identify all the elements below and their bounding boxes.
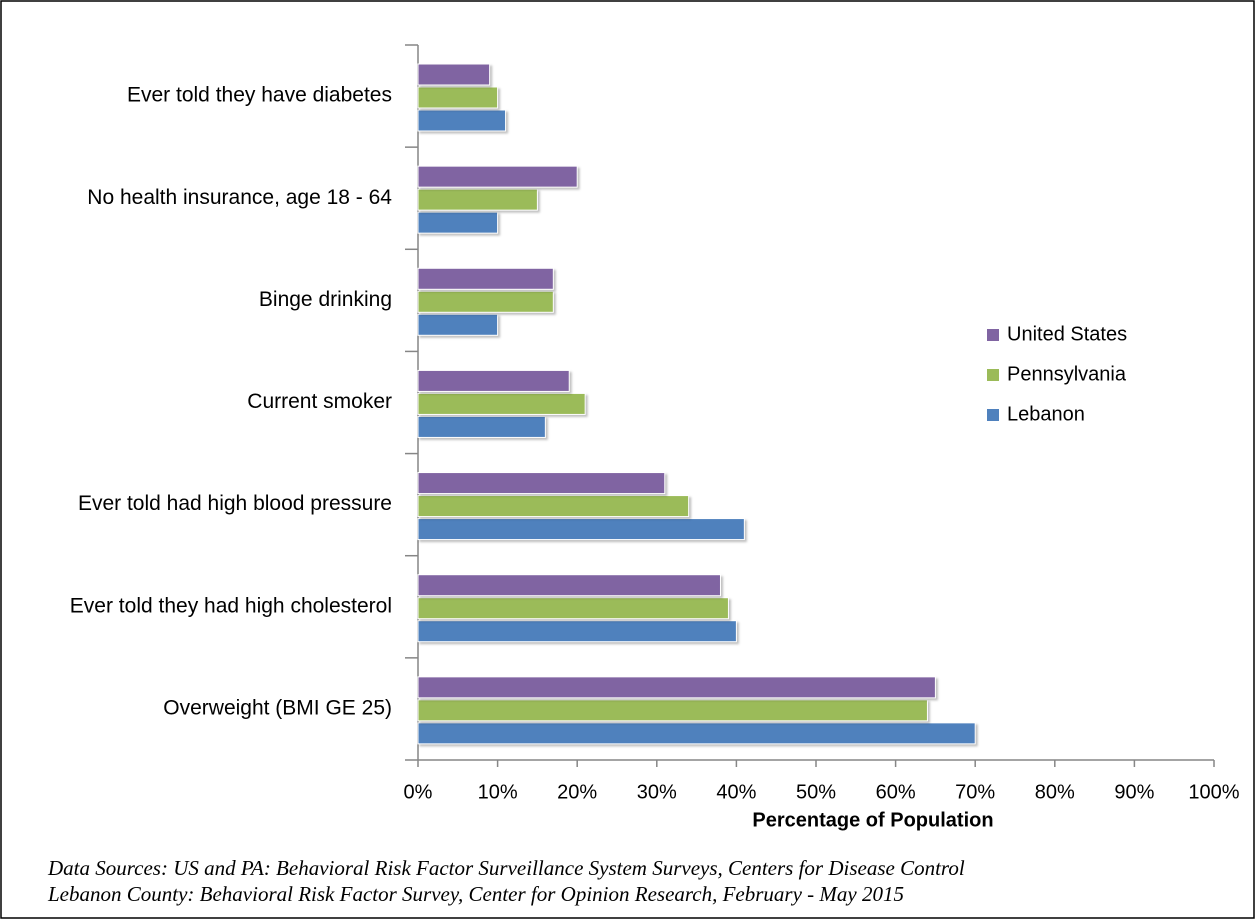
x-axis-title: Percentage of Population <box>752 809 993 831</box>
y-tick-label: Overweight (BMI GE 25) <box>163 696 392 719</box>
legend-label: United States <box>1007 323 1127 345</box>
x-tick-label: 100% <box>1188 781 1239 803</box>
legend-swatch <box>987 329 999 341</box>
bar <box>417 211 499 234</box>
bar <box>417 699 928 722</box>
bar <box>417 188 538 211</box>
x-tick-label: 0% <box>404 781 433 803</box>
x-tick-label: 70% <box>955 781 995 803</box>
bar <box>417 290 554 313</box>
bar <box>417 676 936 699</box>
bar <box>417 472 666 495</box>
x-tick-label: 40% <box>716 781 756 803</box>
x-tick-label: 20% <box>557 781 597 803</box>
bar <box>417 574 721 597</box>
y-tick-label: Ever told they had high cholesterol <box>70 594 392 617</box>
bar <box>417 620 737 643</box>
bar <box>417 63 491 86</box>
x-tick-label: 80% <box>1035 781 1075 803</box>
bar <box>417 415 546 438</box>
legend-label: Pennsylvania <box>1007 363 1127 385</box>
x-tick-label: 60% <box>876 781 916 803</box>
legend-swatch <box>987 409 999 421</box>
x-tick-label: 30% <box>637 781 677 803</box>
bar <box>417 518 745 541</box>
legend-label: Lebanon <box>1007 403 1085 425</box>
x-tick-label: 90% <box>1114 781 1154 803</box>
x-tick-label: 10% <box>478 781 518 803</box>
bar <box>417 267 554 290</box>
note: Data Sources: US and PA: Behavioral Risk… <box>47 856 965 880</box>
bar <box>417 597 729 620</box>
bar <box>417 165 578 188</box>
bar <box>417 722 976 745</box>
note: Lebanon County: Behavioral Risk Factor S… <box>47 882 904 906</box>
y-tick-label: No health insurance, age 18 - 64 <box>87 186 392 209</box>
y-tick-label: Current smoker <box>247 390 392 413</box>
legend-swatch <box>987 369 999 381</box>
bar <box>417 392 586 415</box>
x-tick-label: 50% <box>796 781 836 803</box>
y-tick-label: Binge drinking <box>259 288 392 311</box>
bar <box>417 109 507 132</box>
bar <box>417 369 570 392</box>
y-tick-label: Ever told they have diabetes <box>127 84 392 107</box>
bar <box>417 86 499 109</box>
bar <box>417 313 499 336</box>
y-tick-label: Ever told had high blood pressure <box>78 492 392 515</box>
bar <box>417 495 690 518</box>
